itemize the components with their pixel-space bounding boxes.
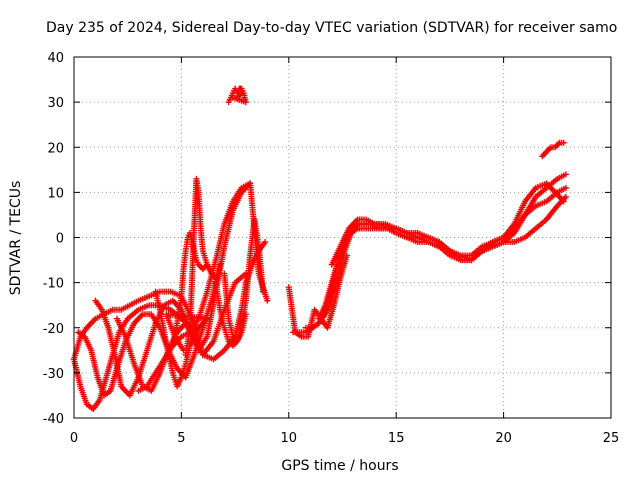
data-point	[562, 184, 569, 191]
data-point	[343, 252, 350, 259]
x-axis-label: GPS time / hours	[281, 458, 398, 474]
x-tick-label: 15	[388, 431, 405, 446]
data-point	[560, 139, 567, 146]
series-track-3	[75, 261, 224, 399]
x-tick-label: 10	[281, 431, 298, 446]
x-tick-label: 20	[495, 431, 512, 446]
data-points	[71, 85, 569, 412]
series-scatter-late	[285, 252, 350, 340]
series-spike-2	[182, 175, 219, 358]
y-tick-label: -30	[43, 367, 64, 382]
axis-ticks: 0 5 10 15 20 25 -40 -30 -20 -10 0 10 20 30 40	[43, 51, 620, 446]
x-tick-label: 25	[603, 431, 620, 446]
series-upper-cluster	[225, 85, 249, 106]
chart-title: Day 235 of 2024, Sidereal Day-to-day VTE…	[46, 20, 617, 36]
data-point	[562, 171, 569, 178]
y-tick-label: 30	[47, 96, 64, 111]
data-point	[238, 90, 245, 97]
y-tick-label: 40	[47, 51, 64, 66]
data-point	[242, 311, 249, 318]
grid-lines	[74, 57, 611, 418]
series-track-10	[328, 171, 569, 268]
y-tick-label: -10	[43, 277, 64, 292]
series-track-6	[135, 180, 271, 394]
series-spike-1	[169, 229, 211, 349]
series-spike-4	[221, 270, 249, 345]
x-tick-label: 5	[177, 431, 185, 446]
y-axis-label: SDTVAR / TECUs	[8, 181, 24, 296]
data-point	[562, 193, 569, 200]
series-scatter-mid	[152, 288, 211, 390]
y-tick-label: -40	[43, 412, 64, 427]
y-tick-label: 0	[56, 232, 64, 247]
x-tick-label: 0	[70, 431, 78, 446]
data-point	[260, 288, 267, 295]
data-point	[180, 347, 187, 354]
y-tick-label: 10	[47, 186, 64, 201]
data-point	[264, 297, 271, 304]
series-track-11	[539, 139, 567, 160]
y-tick-label: -20	[43, 322, 64, 337]
y-tick-label: 20	[47, 141, 64, 156]
data-point	[262, 239, 269, 246]
